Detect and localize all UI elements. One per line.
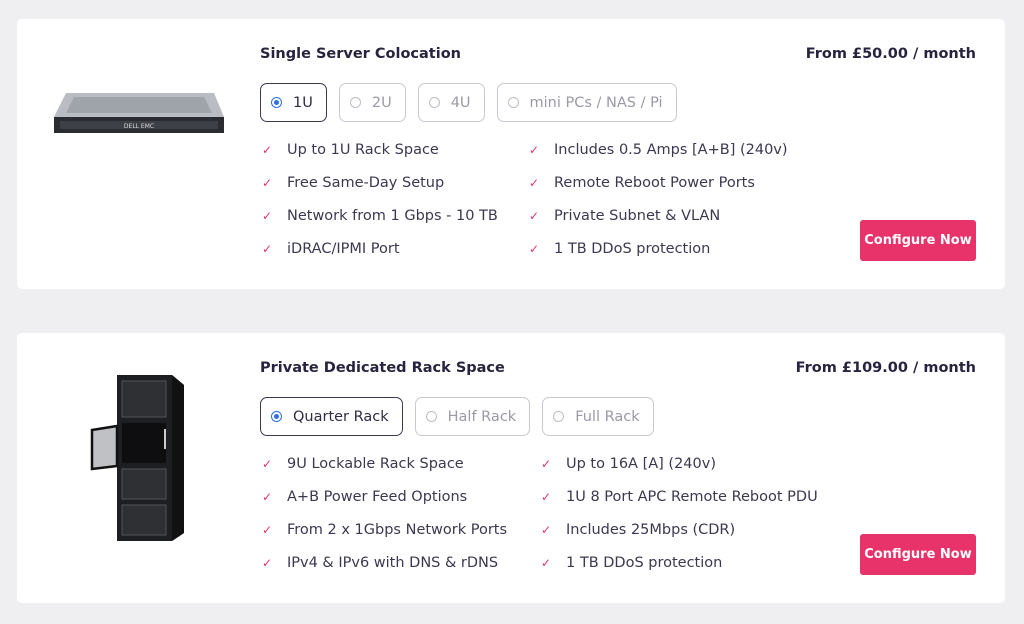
rack-server-image: DELL EMC [54, 93, 224, 133]
check-icon: ✓ [541, 490, 552, 504]
private-rack-card: Private Dedicated Rack Space From £109.0… [17, 333, 1005, 603]
feature-item: ✓ Remote Reboot Power Ports [529, 175, 755, 191]
radio-icon [425, 411, 437, 422]
check-icon: ✓ [541, 556, 552, 570]
option-half-rack[interactable]: Half Rack [414, 397, 531, 436]
check-icon: ✓ [529, 143, 540, 157]
option-2u[interactable]: 2U [338, 83, 406, 122]
feature-item: ✓ A+B Power Feed Options [262, 489, 468, 505]
check-icon: ✓ [529, 242, 540, 256]
feature-item: ✓ From 2 x 1Gbps Network Ports [262, 522, 508, 538]
option-4u[interactable]: 4U [417, 83, 485, 122]
option-label: Half Rack [447, 408, 517, 425]
size-options: 1U 2U 4U mini PCs / NAS / Pi [260, 83, 677, 122]
configure-now-button[interactable]: Configure Now [860, 534, 976, 575]
check-icon: ✓ [262, 457, 273, 471]
radio-selected-icon [271, 97, 282, 108]
check-icon: ✓ [262, 176, 273, 190]
rack-size-options: Quarter Rack Half Rack Full Rack [260, 397, 654, 436]
feature-item: ✓ iDRAC/IPMI Port [262, 241, 400, 257]
feature-item: ✓ Private Subnet & VLAN [529, 208, 721, 224]
single-server-card: DELL EMC Single Server Colocation From £… [17, 19, 1005, 289]
feature-item: ✓ Up to 16A [A] (240v) [541, 456, 716, 472]
check-icon: ✓ [529, 176, 540, 190]
radio-icon [553, 411, 565, 422]
feature-item: ✓ IPv4 & IPv6 with DNS & rDNS [262, 555, 499, 571]
feature-item: ✓ Includes 25Mbps (CDR) [541, 522, 736, 538]
check-icon: ✓ [262, 242, 273, 256]
product-title: Single Server Colocation [260, 46, 461, 62]
feature-item: ✓ Network from 1 Gbps - 10 TB [262, 208, 498, 224]
svg-text:DELL EMC: DELL EMC [124, 123, 154, 130]
check-icon: ✓ [541, 457, 552, 471]
option-full-rack[interactable]: Full Rack [542, 397, 654, 436]
option-label: Full Rack [575, 408, 640, 425]
feature-item: ✓ 1 TB DDoS protection [541, 555, 723, 571]
check-icon: ✓ [262, 143, 273, 157]
rack-cabinet-image [90, 375, 184, 541]
check-icon: ✓ [529, 209, 540, 223]
feature-item: ✓ Up to 1U Rack Space [262, 142, 439, 158]
check-icon: ✓ [262, 490, 273, 504]
check-icon: ✓ [262, 523, 273, 537]
option-label: Quarter Rack [293, 408, 389, 425]
feature-item: ✓ 1 TB DDoS protection [529, 241, 711, 257]
option-label: 2U [371, 94, 392, 111]
feature-item: ✓ 1U 8 Port APC Remote Reboot PDU [541, 489, 818, 505]
option-1u[interactable]: 1U [260, 83, 327, 122]
product-price: From £109.00 / month [795, 360, 976, 376]
option-quarter-rack[interactable]: Quarter Rack [260, 397, 403, 436]
product-price: From £50.00 / month [805, 46, 976, 62]
option-label: 1U [293, 94, 313, 111]
feature-item: ✓ Includes 0.5 Amps [A+B] (240v) [529, 142, 788, 158]
option-label: 4U [450, 94, 471, 111]
configure-now-button[interactable]: Configure Now [860, 220, 976, 261]
feature-item: ✓ Free Same-Day Setup [262, 175, 445, 191]
option-mini-pcs[interactable]: mini PCs / NAS / Pi [496, 83, 677, 122]
radio-icon [349, 97, 361, 108]
check-icon: ✓ [541, 523, 552, 537]
radio-icon [507, 97, 519, 108]
radio-icon [428, 97, 440, 108]
feature-item: ✓ 9U Lockable Rack Space [262, 456, 464, 472]
radio-selected-icon [271, 411, 282, 422]
check-icon: ✓ [262, 556, 273, 570]
product-title: Private Dedicated Rack Space [260, 360, 505, 376]
check-icon: ✓ [262, 209, 273, 223]
option-label: mini PCs / NAS / Pi [529, 94, 663, 111]
